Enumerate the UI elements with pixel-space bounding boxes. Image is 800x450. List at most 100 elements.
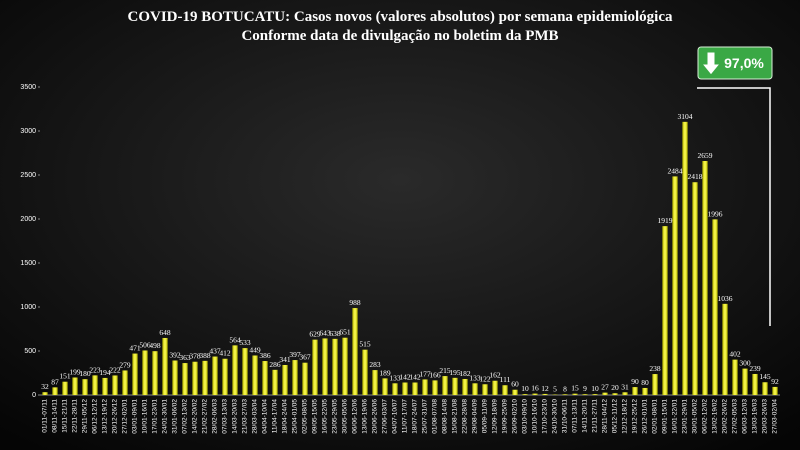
x-tick-label: 19/09-25/09 xyxy=(502,399,509,434)
x-tick-label: 21/03-27/03 xyxy=(242,399,249,434)
data-label: 412 xyxy=(219,349,231,358)
x-tick-label: 22/11-28/11 xyxy=(72,399,79,433)
data-label: 378 xyxy=(189,352,201,361)
data-label: 239 xyxy=(749,364,761,373)
data-label: 392 xyxy=(169,351,181,360)
bar xyxy=(672,176,678,395)
bar xyxy=(612,393,618,395)
bar xyxy=(592,394,598,395)
bar xyxy=(122,370,128,395)
annotation-text: 97,0% xyxy=(724,55,764,71)
bar xyxy=(192,361,198,395)
data-label: 286 xyxy=(269,360,281,369)
bar xyxy=(712,219,718,395)
bar xyxy=(502,385,508,395)
x-tick-label: 08/08-14/08 xyxy=(442,399,449,434)
bar xyxy=(472,383,478,395)
chart-subtitle: Conforme data de divulgação no boletim d… xyxy=(241,28,558,44)
bar xyxy=(202,360,208,395)
x-tick-label: 06/03-12/03 xyxy=(742,399,749,434)
bar xyxy=(582,394,588,395)
x-tick-label: 18/04-24/04 xyxy=(282,399,289,434)
bar xyxy=(162,337,168,395)
x-tick-label: 14/02-20/02 xyxy=(192,399,199,434)
bar xyxy=(252,355,258,395)
bar xyxy=(62,381,68,395)
x-tick-label: 03/10-09/10 xyxy=(522,399,529,434)
bar xyxy=(362,349,368,395)
data-label: 122 xyxy=(479,374,491,383)
data-label: 199 xyxy=(69,367,81,376)
data-label: 300 xyxy=(739,359,751,368)
data-label: 162 xyxy=(489,371,501,380)
x-tick-label: 13/03-19/03 xyxy=(752,399,759,434)
data-label: 111 xyxy=(500,375,511,384)
x-tick-label: 07/11-13/11 xyxy=(572,399,579,433)
bar xyxy=(432,380,438,395)
data-label: 31 xyxy=(621,382,629,391)
x-tick-label: 01/11-07/11 xyxy=(42,399,49,433)
bar xyxy=(212,356,218,395)
x-tick-label: 30/05-05/06 xyxy=(342,399,349,434)
x-tick-label: 27/12-02/01 xyxy=(122,399,129,434)
x-tick-label: 20/02-26/02 xyxy=(722,399,729,434)
y-tick-label: 2500 xyxy=(20,172,36,179)
data-label: 10 xyxy=(521,384,529,393)
x-tick-label: 02/01-08/01 xyxy=(652,399,659,434)
x-tick-label: 31/01-06/02 xyxy=(172,399,179,434)
data-label: 145 xyxy=(759,372,771,381)
data-label: 449 xyxy=(249,345,261,354)
data-label: 2659 xyxy=(698,151,713,160)
bar xyxy=(142,350,148,395)
bar xyxy=(442,376,448,395)
bar xyxy=(392,383,398,395)
data-label: 1996 xyxy=(708,209,723,218)
bar xyxy=(662,226,668,395)
x-tick-label: 09/05-15/05 xyxy=(312,399,319,434)
bar xyxy=(522,394,528,395)
x-tick-label: 28/11-04/12 xyxy=(602,399,609,434)
bar xyxy=(492,380,498,395)
x-tick-label: 13/12-19/12 xyxy=(102,399,109,434)
x-tick-label: 05/12-11/12 xyxy=(612,399,619,434)
annotation-box xyxy=(697,46,773,80)
bar xyxy=(692,182,698,395)
x-tick-label: 20/12-26/12 xyxy=(112,399,119,434)
data-label: 195 xyxy=(449,368,461,377)
x-tick-label: 11/04-17/04 xyxy=(272,399,279,434)
data-label: 283 xyxy=(369,360,381,369)
x-tick-label: 13/06-19/06 xyxy=(362,399,369,434)
data-label: 215 xyxy=(439,366,451,375)
bar xyxy=(262,361,268,395)
x-tick-label: 10/01-16/01 xyxy=(142,399,149,434)
y-tick-label: 1000 xyxy=(20,304,36,311)
x-tick-label: 26/12-01/01 xyxy=(642,399,649,434)
x-tick-label: 14/11-20/11 xyxy=(582,399,589,433)
data-label: 87 xyxy=(51,377,59,386)
bar xyxy=(222,358,228,395)
x-tick-label: 21/02-27/02 xyxy=(202,399,209,434)
bar xyxy=(622,392,628,395)
data-label: 27 xyxy=(601,383,609,392)
bar xyxy=(282,364,288,395)
x-tick-label: 07/02-13/02 xyxy=(182,399,189,434)
x-tick-label: 11/07-17/07 xyxy=(402,399,409,434)
x-tick-label: 12/09-18/09 xyxy=(492,399,499,434)
bar xyxy=(762,382,768,395)
x-tick-label: 27/03-02/04 xyxy=(772,399,779,434)
data-label: 9 xyxy=(583,384,587,393)
data-label: 515 xyxy=(359,340,371,349)
x-tick-label: 19/12-25/12 xyxy=(632,399,639,434)
bar xyxy=(422,379,428,395)
x-tick-label: 25/07-31/07 xyxy=(422,399,429,434)
bar xyxy=(542,393,548,395)
data-label: 182 xyxy=(459,369,471,378)
bar xyxy=(112,375,118,395)
bar xyxy=(72,377,78,395)
down-arrow xyxy=(700,51,722,76)
data-label: 133 xyxy=(469,373,481,382)
x-tick-label: 29/11-05/12 xyxy=(82,399,89,434)
data-label: 988 xyxy=(349,298,361,307)
y-tick-label: 0 xyxy=(32,392,36,399)
bar xyxy=(642,387,648,395)
